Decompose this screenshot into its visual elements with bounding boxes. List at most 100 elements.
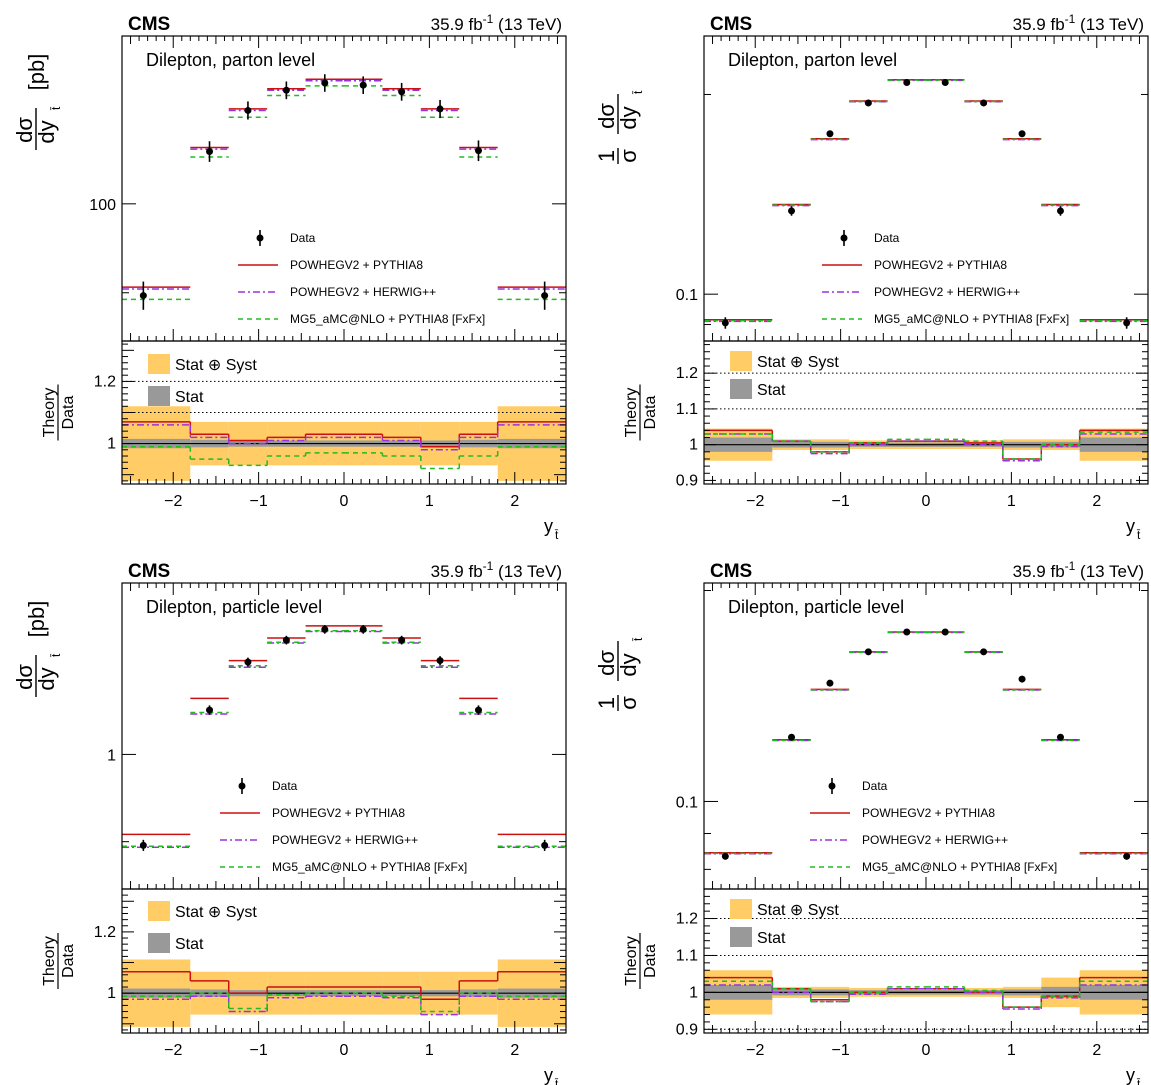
- legend-stat-swatch: [730, 379, 752, 399]
- data-point: [721, 852, 729, 860]
- legend-stat-label: Stat: [757, 382, 786, 399]
- x-tick-label: 1: [1007, 493, 1016, 510]
- x-axis-label-sub: t̄: [555, 1077, 559, 1085]
- x-tick-label: 2: [510, 1042, 519, 1059]
- legend-data-marker: [828, 782, 836, 790]
- y-label-sub: t̄: [631, 637, 645, 641]
- data-point: [826, 679, 834, 687]
- panel-title: Dilepton, parton level: [146, 50, 315, 70]
- cms-label: CMS: [128, 561, 170, 582]
- cms-label: CMS: [710, 561, 752, 582]
- legend-mg5-label: MG5_aMC@NLO + PYTHIA8 [FxFx]: [862, 860, 1057, 874]
- data-point: [1056, 207, 1064, 215]
- x-tick-label: −2: [746, 493, 764, 510]
- legend-powheg-pythia-label: POWHEGV2 + PYTHIA8: [290, 258, 423, 272]
- data-point: [980, 648, 988, 656]
- legend-mg5-label: MG5_aMC@NLO + PYTHIA8 [FxFx]: [272, 860, 467, 874]
- legend-stat-label: Stat: [757, 930, 786, 947]
- y-label-norm: 1: [594, 697, 619, 709]
- legend-data-label: Data: [290, 231, 316, 245]
- x-tick-label: −1: [249, 1042, 267, 1059]
- x-tick-label: −1: [831, 1042, 849, 1059]
- x-axis-label: y: [544, 516, 553, 536]
- x-tick-label: 0: [340, 1042, 349, 1059]
- y-label-sigma: σ: [616, 696, 641, 710]
- y-label-den: dy: [34, 120, 59, 143]
- data-point: [474, 147, 482, 155]
- data-point: [541, 292, 549, 300]
- legend-stat-syst-label: Stat ⊕ Syst: [175, 357, 257, 374]
- x-tick-label: −1: [831, 493, 849, 510]
- ratio-y-label-num: Theory: [41, 936, 58, 986]
- ratio-y-tick-label: 1: [689, 984, 698, 1001]
- ratio-y-label-den: Data: [642, 396, 659, 430]
- y-label-sigma: σ: [616, 149, 641, 163]
- data-point: [1056, 733, 1064, 741]
- data-point: [864, 648, 872, 656]
- x-tick-label: 1: [425, 1042, 434, 1059]
- data-point: [244, 658, 252, 666]
- ratio-y-label: Theory Data: [41, 933, 77, 989]
- y-label-sub: t̄: [49, 653, 63, 657]
- data-point: [282, 636, 290, 644]
- data-point: [206, 147, 214, 155]
- y-label-num: dσ: [12, 664, 37, 690]
- ratio-y-tick-label: 1: [107, 985, 116, 1002]
- data-point: [359, 81, 367, 89]
- ratio-y-tick-label: 1: [689, 437, 698, 454]
- y-tick-label: 0.1: [676, 794, 698, 811]
- data-point: [206, 706, 214, 714]
- data-point: [398, 88, 406, 96]
- x-tick-label: 2: [510, 493, 519, 510]
- data-point: [788, 207, 796, 215]
- legend-stat-syst-label: Stat ⊕ Syst: [757, 902, 839, 919]
- ratio-y-tick-label: 1.1: [676, 947, 698, 964]
- ratio-y-label-den: Data: [642, 944, 659, 978]
- data-point: [941, 78, 949, 86]
- legend-mg5-label: MG5_aMC@NLO + PYTHIA8 [FxFx]: [874, 312, 1069, 326]
- x-tick-label: 1: [425, 493, 434, 510]
- data-point: [436, 657, 444, 665]
- x-tick-label: 0: [922, 1042, 931, 1059]
- data-point: [541, 841, 549, 849]
- legend-mg5-label: MG5_aMC@NLO + PYTHIA8 [FxFx]: [290, 312, 485, 326]
- legend-powheg-herwig-label: POWHEGV2 + HERWIG++: [874, 285, 1020, 299]
- legend-stat-swatch: [148, 933, 170, 953]
- y-label-unit: [pb]: [24, 54, 49, 91]
- legend-stat-label: Stat: [175, 936, 204, 953]
- data-point: [721, 319, 729, 327]
- legend-data-marker: [840, 234, 848, 242]
- panel-top-left: CMS 35.9 fb-1 (13 TeV) Dilepton, parton le…: [12, 12, 567, 542]
- y-label-num: dσ: [594, 650, 619, 676]
- ratio-y-tick-label: 1.2: [94, 373, 116, 390]
- y-tick-label: 1: [107, 747, 116, 764]
- y-label-unit: [pb]: [24, 601, 49, 638]
- data-point: [321, 625, 329, 633]
- data-point: [788, 733, 796, 741]
- x-axis-label-sub: t̄: [1137, 528, 1141, 542]
- legend-data-label: Data: [874, 231, 900, 245]
- data-point: [321, 79, 329, 87]
- x-axis-label: y: [1126, 1065, 1135, 1085]
- legend-stat-swatch: [730, 927, 752, 947]
- ratio-y-label: Theory Data: [41, 384, 77, 441]
- legend-data-marker: [256, 234, 264, 242]
- legend-stat-label: Stat: [175, 389, 204, 406]
- data-point: [139, 841, 147, 849]
- y-tick-label: 0.1: [676, 287, 698, 304]
- legend-stat-syst-label: Stat ⊕ Syst: [757, 354, 839, 371]
- data-point: [359, 625, 367, 633]
- legend-powheg-herwig-label: POWHEGV2 + HERWIG++: [290, 285, 436, 299]
- y-label-den: dy: [34, 667, 59, 690]
- ratio-y-label-num: Theory: [41, 388, 58, 438]
- legend-stat-syst-swatch: [148, 354, 170, 374]
- x-axis-label: y: [1126, 516, 1135, 536]
- ratio-y-label-num: Theory: [623, 936, 640, 986]
- ratio-y-tick-label: 1.2: [676, 911, 698, 928]
- x-tick-label: −1: [249, 493, 267, 510]
- legend-powheg-pythia-label: POWHEGV2 + PYTHIA8: [272, 806, 405, 820]
- ratio-y-tick-label: 1.2: [676, 365, 698, 382]
